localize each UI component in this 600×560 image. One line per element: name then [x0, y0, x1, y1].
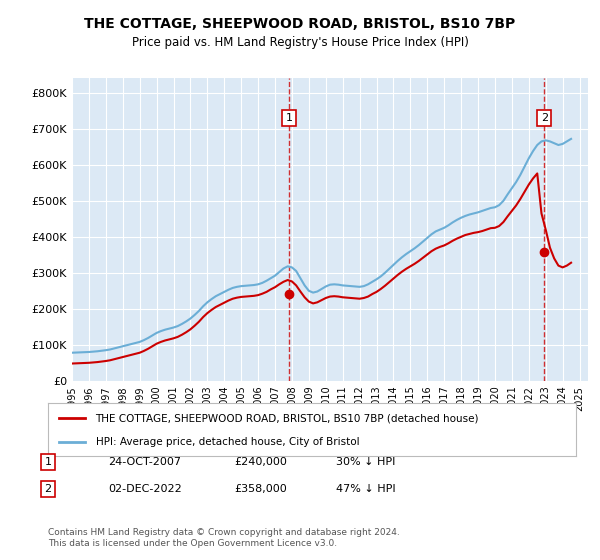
Text: 1: 1	[44, 457, 52, 467]
Text: 47% ↓ HPI: 47% ↓ HPI	[336, 484, 395, 494]
Text: 1: 1	[286, 113, 292, 123]
Text: THE COTTAGE, SHEEPWOOD ROAD, BRISTOL, BS10 7BP: THE COTTAGE, SHEEPWOOD ROAD, BRISTOL, BS…	[85, 17, 515, 31]
Text: THE COTTAGE, SHEEPWOOD ROAD, BRISTOL, BS10 7BP (detached house): THE COTTAGE, SHEEPWOOD ROAD, BRISTOL, BS…	[95, 413, 479, 423]
Text: 02-DEC-2022: 02-DEC-2022	[108, 484, 182, 494]
Text: 30% ↓ HPI: 30% ↓ HPI	[336, 457, 395, 467]
Text: Price paid vs. HM Land Registry's House Price Index (HPI): Price paid vs. HM Land Registry's House …	[131, 36, 469, 49]
Text: 24-OCT-2007: 24-OCT-2007	[108, 457, 181, 467]
Text: £358,000: £358,000	[234, 484, 287, 494]
Text: HPI: Average price, detached house, City of Bristol: HPI: Average price, detached house, City…	[95, 436, 359, 446]
Text: £240,000: £240,000	[234, 457, 287, 467]
Text: Contains HM Land Registry data © Crown copyright and database right 2024.
This d: Contains HM Land Registry data © Crown c…	[48, 528, 400, 548]
Text: 2: 2	[44, 484, 52, 494]
Text: 2: 2	[541, 113, 548, 123]
